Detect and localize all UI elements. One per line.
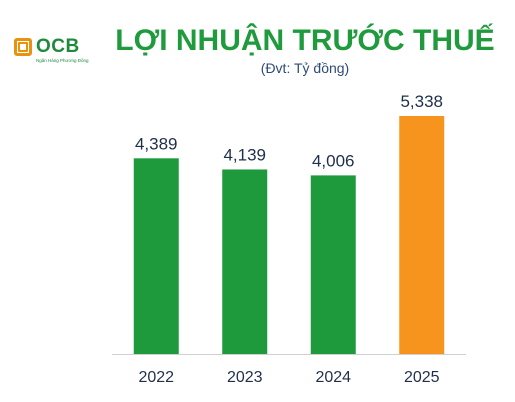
ocb-logo: OCB Ngân Hàng Phương Đông: [14, 36, 98, 68]
chart-title: LỢI NHUẬN TRƯỚC THUẾ: [115, 24, 495, 57]
bar-2025: [399, 116, 445, 354]
data-label-2024: 4,006: [312, 151, 355, 170]
bar-2023: [222, 169, 268, 354]
chart-subtitle: (Đvt: Tỷ đồng): [260, 60, 350, 76]
bar-2022: [133, 158, 179, 354]
x-tick-label-2022: 2022: [138, 369, 174, 386]
logo-name: OCB: [36, 36, 80, 57]
logo-tagline: Ngân Hàng Phương Đông: [36, 58, 89, 63]
bar-2024: [310, 175, 356, 354]
ocb-logo-icon: [14, 38, 32, 56]
x-tick-label-2023: 2023: [227, 369, 263, 386]
data-label-2023: 4,139: [223, 145, 266, 164]
data-label-2025: 5,338: [400, 92, 443, 111]
x-tick-label-2025: 2025: [404, 369, 440, 386]
x-tick-label-2024: 2024: [315, 369, 351, 386]
data-label-2022: 4,389: [135, 134, 178, 153]
